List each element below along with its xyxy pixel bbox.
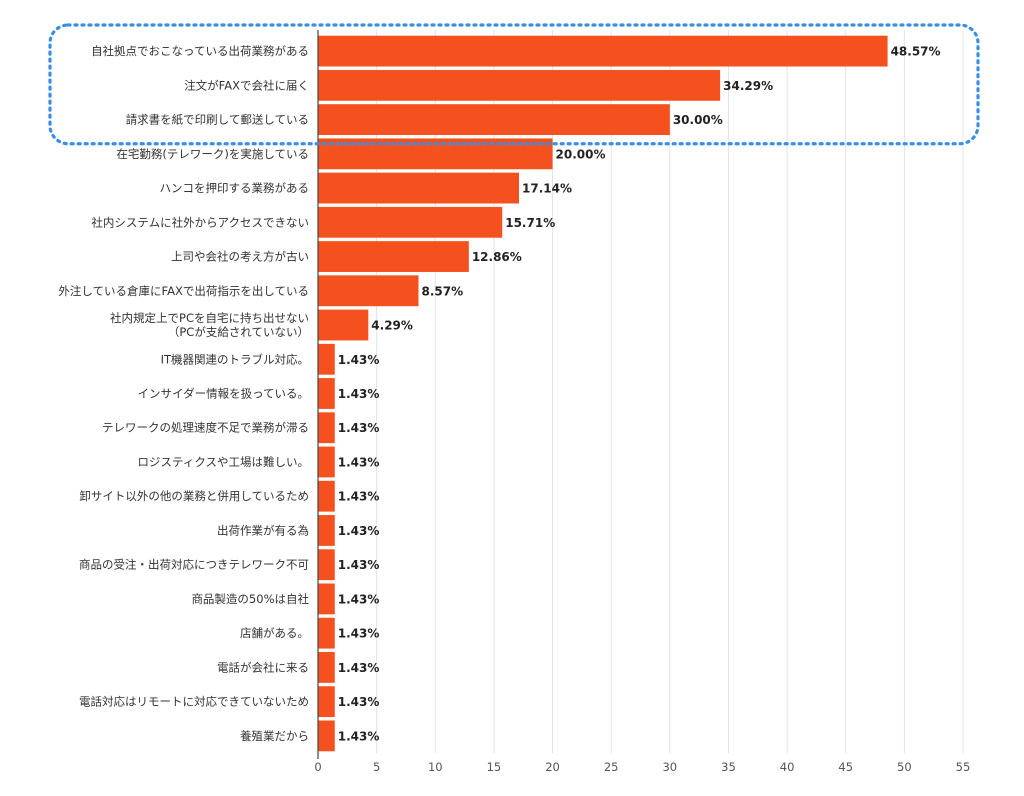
value-label: 34.29% [723, 79, 773, 93]
bar [318, 378, 335, 409]
highlight-box [48, 23, 980, 146]
category-label: 卸サイト以外の他の業務と併用しているため [79, 489, 309, 503]
category-label: 出荷作業が有る為 [217, 523, 309, 537]
category-label: テレワークの処理速度不足で業務が滞る [102, 421, 309, 435]
value-label: 1.43% [338, 490, 380, 504]
value-label: 1.43% [338, 353, 380, 367]
category-label: 電話対応はリモートに対応できていないため [79, 695, 309, 709]
category-label: ハンコを押印する業務がある [160, 181, 310, 195]
category-label-layer: 自社拠点でおこなっている出荷業務がある注文がFAXで会社に届く請求書を紙で印刷し… [58, 44, 309, 743]
value-label: 15.71% [505, 216, 555, 230]
bar [318, 309, 369, 341]
category-label: 自社拠点でおこなっている出荷業務がある [91, 44, 309, 58]
bar [318, 343, 335, 375]
bar [318, 35, 888, 67]
value-label: 1.43% [338, 455, 380, 469]
x-tick-label: 15 [487, 760, 502, 774]
x-tick-label: 20 [545, 760, 560, 774]
value-label: 1.43% [338, 524, 380, 538]
x-tick-label: 35 [721, 760, 736, 774]
x-tick-label: 25 [604, 760, 619, 774]
bar [318, 172, 520, 204]
bar-layer [318, 35, 888, 752]
x-tick-label: 40 [780, 760, 795, 774]
bar [318, 651, 335, 683]
value-label: 1.43% [338, 421, 380, 435]
category-label: 商品製造の50%は自社 [191, 592, 309, 606]
category-label: 在宅勤務(テレワーク)を実施している [116, 147, 309, 161]
value-label: 12.86% [472, 250, 522, 264]
bar [318, 241, 469, 272]
bar [318, 617, 335, 649]
bar [318, 515, 335, 546]
x-tick-label: 0 [314, 760, 321, 774]
x-tick-label: 55 [956, 760, 971, 774]
bar [318, 412, 335, 444]
value-label: 1.43% [338, 661, 380, 675]
category-label: ロジスティクスや工場は難しい。 [138, 455, 309, 469]
value-label: 1.43% [338, 387, 380, 401]
category-label: 社内システムに社外からアクセスできない [91, 215, 309, 229]
x-tick-label: 5 [373, 760, 380, 774]
category-label: 外注している倉庫にFAXで出荷指示を出している [58, 284, 309, 298]
category-label: IT機器関連のトラブル対応。 [161, 352, 309, 366]
value-label: 1.43% [338, 729, 380, 743]
value-label: 17.14% [522, 182, 572, 196]
bar [318, 446, 335, 478]
category-label: 注文がFAXで会社に届く [184, 78, 309, 92]
bar [318, 480, 335, 512]
bar [318, 69, 721, 101]
bar [318, 104, 670, 136]
value-label: 20.00% [556, 147, 606, 161]
value-label: 1.43% [338, 558, 380, 572]
x-tick-label: 10 [428, 760, 443, 774]
value-label: 1.43% [338, 592, 380, 606]
bar [318, 583, 335, 615]
value-label: 1.43% [338, 627, 380, 641]
value-label: 4.29% [371, 319, 413, 333]
bar [318, 275, 419, 307]
category-label: 社内規定上でPCを自宅に持ち出せない [110, 311, 309, 325]
category-label: 上司や会社の考え方が古い [171, 250, 309, 264]
category-label: （PCが支給されていない） [168, 325, 309, 339]
value-label: 1.43% [338, 695, 380, 709]
bar [318, 549, 335, 581]
value-label: 8.57% [422, 284, 464, 298]
category-label: 店舗がある。 [240, 626, 309, 640]
category-label: インサイダー情報を扱っている。 [138, 387, 309, 401]
bar [318, 720, 335, 752]
category-label: 養殖業だから [240, 729, 309, 743]
x-tick-label: 45 [838, 760, 853, 774]
x-tick-label: 50 [897, 760, 912, 774]
category-label: 電話が会社に来る [217, 660, 309, 674]
value-label: 48.57% [891, 45, 941, 59]
value-label: 30.00% [673, 113, 723, 127]
x-tick-layer: 0 5 10 15 20 25 30 35 40 45 50 55 [314, 760, 970, 774]
x-tick-label: 30 [662, 760, 677, 774]
value-label-layer: 48.57% 34.29% 30.00% 20.00% 17.14% 15.71% 12.8… [338, 45, 941, 744]
category-label: 商品の受注・出荷対応につきテレワーク不可 [79, 558, 309, 572]
bar [318, 686, 335, 718]
bar [318, 206, 503, 238]
category-label: 請求書を紙で印刷して郵送している [126, 113, 309, 127]
